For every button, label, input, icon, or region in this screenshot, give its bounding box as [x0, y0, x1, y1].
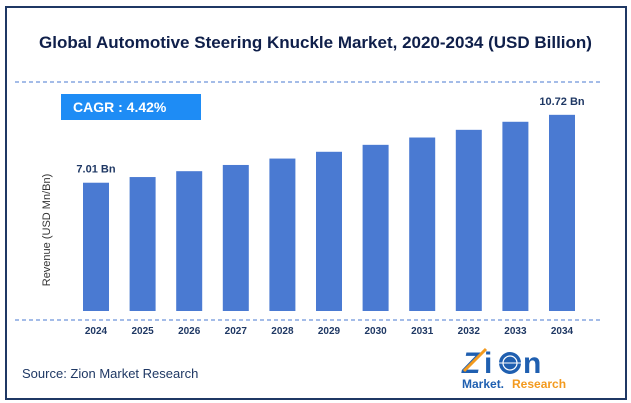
bar-2031	[409, 137, 436, 311]
bar-2034	[549, 114, 575, 311]
bar-2033	[502, 121, 529, 311]
x-tick-label: 2025	[131, 326, 154, 337]
y-axis-label: Revenue (USD Mn/Bn)	[41, 174, 53, 287]
bar-2028	[269, 158, 296, 311]
cagr-badge: CAGR : 4.42%	[61, 94, 201, 120]
bar-2024	[83, 182, 109, 311]
x-tick-label: 2030	[364, 326, 387, 337]
bar-2029	[316, 151, 342, 311]
x-tick-label: 2032	[458, 326, 481, 337]
x-tick-label: 2027	[225, 326, 248, 337]
x-tick-label: 2033	[504, 326, 527, 337]
x-tick-label: 2024	[85, 326, 108, 337]
x-tick-label: 2029	[318, 326, 341, 337]
bar-2025	[129, 177, 156, 311]
x-tick-label: 2026	[178, 326, 201, 337]
zion-logo: Z i n Market. Research	[460, 345, 580, 398]
svg-text:Market.: Market.	[462, 377, 504, 391]
x-tick-label: 2034	[551, 326, 574, 337]
x-tick-label: 2028	[271, 326, 294, 337]
bar-2027	[222, 164, 249, 311]
chart-title: Global Automotive Steering Knuckle Marke…	[39, 33, 592, 52]
data-label: 10.72 Bn	[539, 96, 585, 108]
source-text: Source: Zion Market Research	[22, 366, 199, 381]
bar-2026	[176, 171, 203, 311]
svg-text:n: n	[523, 347, 541, 380]
data-label: 7.01 Bn	[76, 164, 115, 176]
bar-2030	[362, 144, 389, 311]
x-tick-label: 2031	[411, 326, 434, 337]
svg-text:i: i	[484, 347, 492, 380]
bar-2032	[455, 129, 482, 311]
svg-text:Research: Research	[512, 377, 566, 391]
chart-frame	[5, 6, 627, 400]
